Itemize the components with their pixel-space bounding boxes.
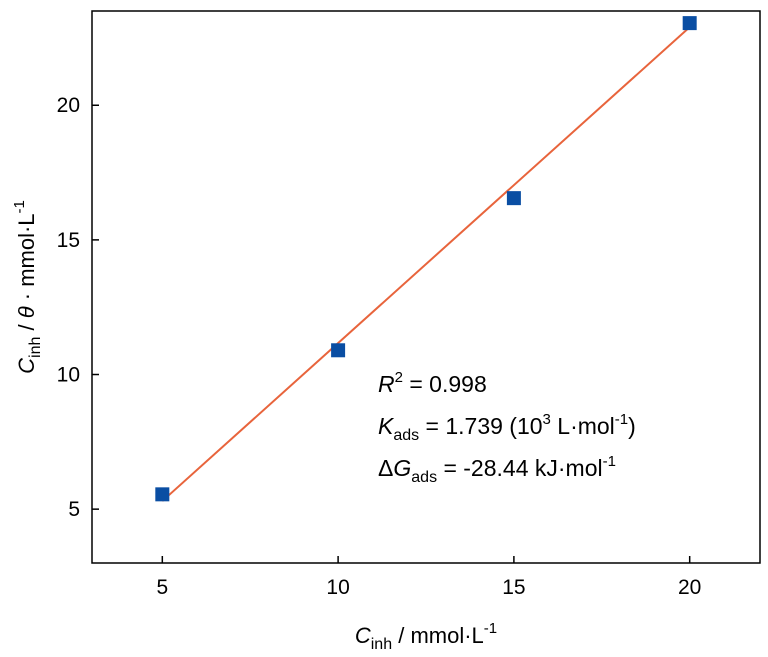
y-axis-title: Cinh / θ · mmol·L-1 <box>11 200 44 374</box>
annotation-kads: Kads = 1.739 (103 L·mol-1) <box>378 411 636 444</box>
fit-line <box>161 26 691 502</box>
x-axis-ticks: 5 10 15 20 <box>156 556 701 599</box>
annotation-r2: R2 = 0.998 <box>378 369 487 397</box>
plot-frame <box>91 10 761 564</box>
data-points <box>155 16 697 502</box>
data-point <box>682 16 697 31</box>
data-point <box>155 487 170 502</box>
data-point <box>506 191 521 206</box>
annotation-delta-g: ΔGads = -28.44 kJ·mol-1 <box>378 453 616 486</box>
x-tick-label: 15 <box>502 576 525 599</box>
x-axis-title: Cinh / mmol·L-1 <box>355 620 497 653</box>
y-tick-label: 10 <box>57 364 80 387</box>
y-tick-label: 15 <box>57 229 80 252</box>
y-tick-label: 20 <box>57 94 80 117</box>
y-axis-ticks: 5 10 15 20 <box>57 94 99 521</box>
x-tick-label: 10 <box>326 576 349 599</box>
x-tick-label: 20 <box>678 576 701 599</box>
y-tick-label: 5 <box>68 498 80 521</box>
x-tick-label: 5 <box>156 576 168 599</box>
data-point <box>331 343 346 358</box>
